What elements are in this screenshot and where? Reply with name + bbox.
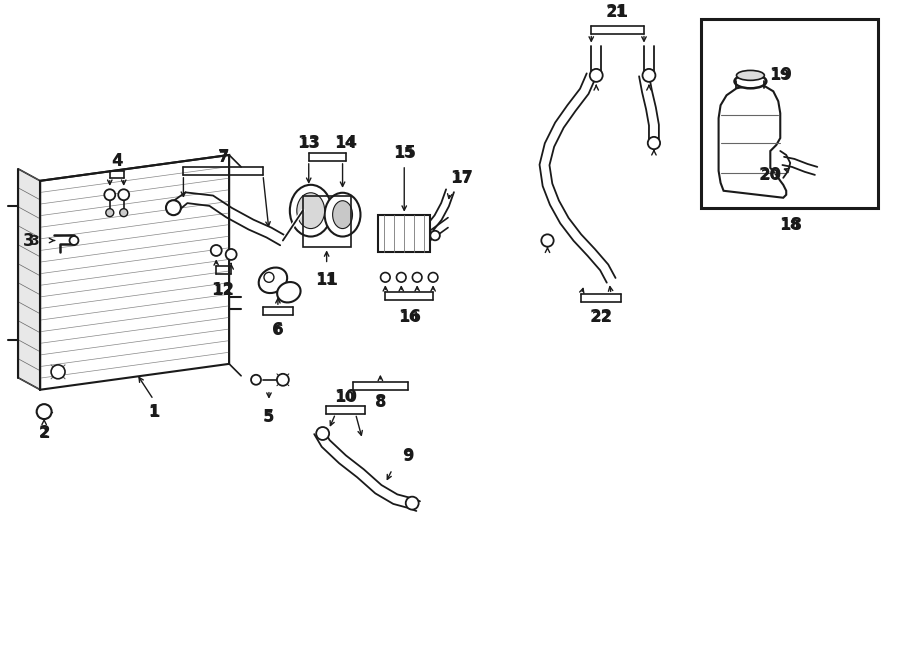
Circle shape bbox=[590, 69, 603, 82]
Text: 6: 6 bbox=[272, 321, 284, 339]
Circle shape bbox=[412, 272, 422, 282]
Polygon shape bbox=[40, 155, 230, 390]
Text: 19: 19 bbox=[769, 66, 792, 85]
Circle shape bbox=[120, 209, 128, 217]
Text: 17: 17 bbox=[452, 171, 472, 185]
Polygon shape bbox=[718, 85, 787, 198]
Text: 13: 13 bbox=[299, 136, 319, 150]
Bar bbox=[701, 19, 878, 208]
Circle shape bbox=[430, 231, 440, 241]
Text: 1: 1 bbox=[148, 403, 159, 420]
Text: 9: 9 bbox=[402, 447, 414, 465]
Circle shape bbox=[251, 375, 261, 385]
Circle shape bbox=[51, 365, 65, 379]
Circle shape bbox=[316, 427, 329, 440]
Ellipse shape bbox=[277, 282, 301, 303]
Polygon shape bbox=[18, 169, 40, 390]
Text: 22: 22 bbox=[590, 308, 613, 326]
Text: 2: 2 bbox=[40, 426, 49, 440]
Circle shape bbox=[166, 200, 181, 215]
Text: 7: 7 bbox=[219, 150, 228, 164]
Circle shape bbox=[37, 404, 51, 419]
Text: 14: 14 bbox=[334, 134, 357, 152]
Circle shape bbox=[643, 69, 655, 82]
Circle shape bbox=[264, 272, 274, 282]
Text: 12: 12 bbox=[212, 281, 235, 299]
Circle shape bbox=[69, 236, 78, 245]
Circle shape bbox=[104, 189, 115, 200]
Text: 7: 7 bbox=[218, 148, 229, 166]
Circle shape bbox=[397, 272, 406, 282]
Text: 5: 5 bbox=[263, 408, 274, 426]
Text: 8: 8 bbox=[374, 393, 386, 410]
Circle shape bbox=[211, 245, 221, 256]
Text: 5: 5 bbox=[264, 410, 274, 424]
Circle shape bbox=[381, 272, 390, 282]
Ellipse shape bbox=[258, 268, 287, 293]
Circle shape bbox=[118, 189, 130, 200]
Text: 19: 19 bbox=[770, 68, 790, 83]
Text: 11: 11 bbox=[315, 271, 338, 290]
Text: 4: 4 bbox=[112, 154, 122, 168]
Text: 16: 16 bbox=[398, 308, 420, 326]
Text: 15: 15 bbox=[392, 144, 416, 162]
Text: 17: 17 bbox=[450, 169, 473, 187]
Bar bbox=[302, 196, 350, 247]
Text: 21: 21 bbox=[606, 3, 629, 20]
Ellipse shape bbox=[333, 201, 353, 229]
Text: 20: 20 bbox=[759, 166, 782, 184]
Ellipse shape bbox=[736, 71, 764, 81]
Text: 14: 14 bbox=[336, 136, 356, 150]
Circle shape bbox=[226, 249, 237, 260]
Bar bbox=[378, 215, 430, 253]
Text: 16: 16 bbox=[400, 310, 419, 324]
Text: 6: 6 bbox=[273, 323, 283, 337]
Text: 18: 18 bbox=[778, 215, 802, 233]
Text: 22: 22 bbox=[591, 310, 611, 324]
Text: 20: 20 bbox=[760, 168, 780, 182]
Ellipse shape bbox=[325, 193, 361, 237]
Circle shape bbox=[648, 137, 660, 149]
Text: 9: 9 bbox=[403, 449, 413, 463]
Text: 4: 4 bbox=[111, 152, 122, 170]
Text: 8: 8 bbox=[375, 395, 385, 408]
Ellipse shape bbox=[734, 75, 766, 89]
Text: 15: 15 bbox=[394, 146, 414, 160]
Text: 11: 11 bbox=[317, 273, 337, 288]
Circle shape bbox=[428, 272, 438, 282]
Text: 12: 12 bbox=[213, 284, 233, 297]
Text: 3: 3 bbox=[22, 231, 34, 249]
Text: 13: 13 bbox=[297, 134, 320, 152]
Circle shape bbox=[406, 496, 419, 510]
Text: 21: 21 bbox=[608, 5, 627, 19]
Text: 18: 18 bbox=[780, 217, 800, 231]
Text: 3: 3 bbox=[30, 233, 39, 247]
Circle shape bbox=[106, 209, 113, 217]
Circle shape bbox=[277, 374, 289, 386]
Ellipse shape bbox=[297, 193, 325, 229]
Text: 10: 10 bbox=[334, 388, 357, 406]
Ellipse shape bbox=[290, 185, 331, 237]
Text: 10: 10 bbox=[336, 390, 356, 404]
Text: 1: 1 bbox=[148, 405, 158, 418]
Circle shape bbox=[541, 235, 554, 247]
Text: 2: 2 bbox=[39, 424, 50, 442]
